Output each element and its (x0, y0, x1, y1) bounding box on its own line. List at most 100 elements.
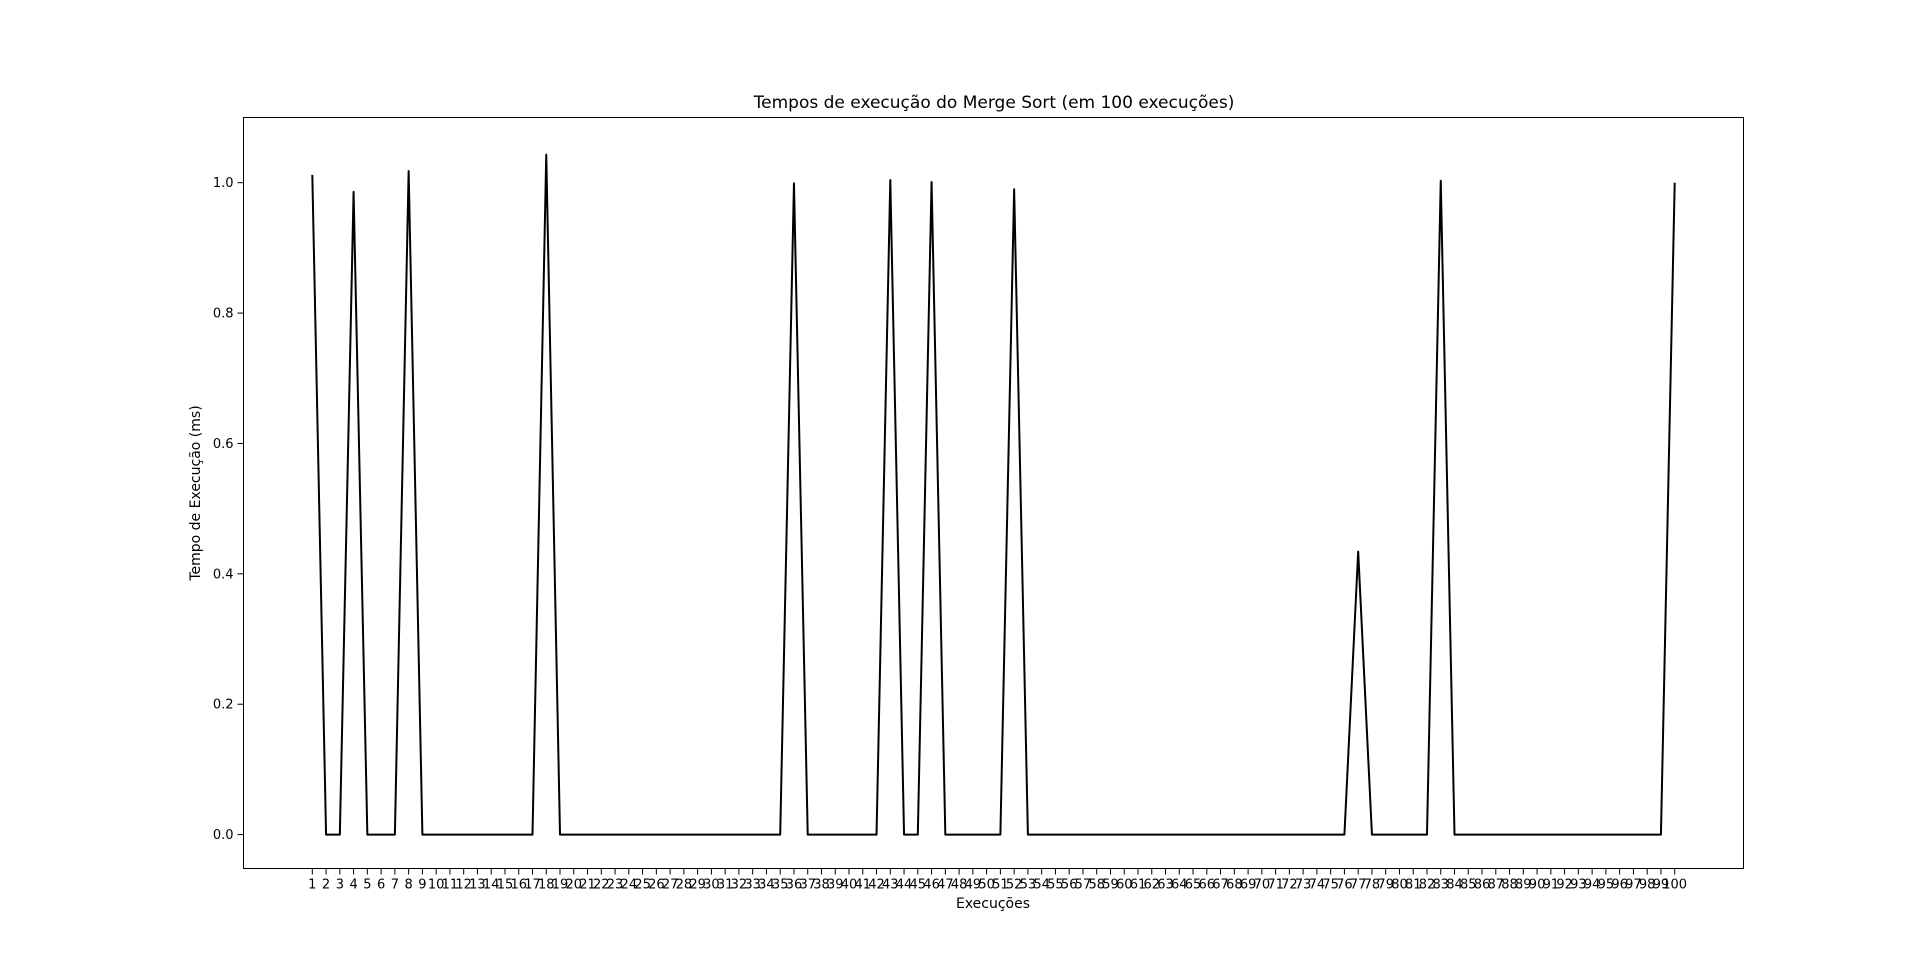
x-tick-label: 45 (910, 878, 927, 893)
x-tick-label: 1 (308, 878, 316, 893)
x-tick-label: 78 (1364, 878, 1381, 893)
x-tick-label: 55 (1047, 878, 1064, 893)
x-tick-label: 67 (1212, 878, 1229, 893)
x-tick-label: 38 (813, 878, 830, 893)
x-tick-label: 65 (1185, 878, 1202, 893)
x-tick-label: 26 (648, 878, 665, 893)
x-tick-label: 77 (1350, 878, 1367, 893)
x-tick-label: 30 (703, 878, 720, 893)
series-line-1 (311, 153, 1676, 836)
x-tick-label: 42 (868, 878, 885, 893)
x-tick-label: 10 (428, 878, 445, 893)
plot-area (311, 153, 1676, 836)
x-tick-label: 100 (1662, 878, 1687, 893)
x-axis: 1 2 3 4 5 6 7 8 9 1011121314151617181920212223242… (308, 868, 1687, 893)
x-tick-label: 70 (1254, 878, 1271, 893)
x-tick-label: 8 (404, 878, 412, 893)
x-tick-label: 75 (1322, 878, 1339, 893)
y-axis: 0.0 0.2 0.4 0.6 0.8 1.0 (213, 176, 244, 843)
x-tick-label: 62 (1143, 878, 1160, 893)
x-tick-label: 87 (1488, 878, 1505, 893)
x-tick-label: 51 (992, 878, 1009, 893)
chart-title: Tempos de execução do Merge Sort (em 100… (753, 93, 1235, 113)
x-tick-label: 25 (634, 878, 651, 893)
x-tick-label: 21 (579, 878, 596, 893)
x-tick-label: 81 (1405, 878, 1422, 893)
x-tick-label: 71 (1267, 878, 1284, 893)
x-tick-label: 49 (965, 878, 982, 893)
x-tick-label: 32 (731, 878, 748, 893)
x-tick-label: 31 (717, 878, 734, 893)
x-tick-label: 29 (689, 878, 706, 893)
x-tick-label: 58 (1088, 878, 1105, 893)
x-tick-label: 27 (662, 878, 679, 893)
y-tick-label: 0.0 (213, 828, 234, 843)
x-tick-label: 52 (1006, 878, 1023, 893)
plot-frame (243, 117, 1744, 869)
x-tick-label: 14 (483, 878, 500, 893)
x-tick-label: 82 (1419, 878, 1436, 893)
x-tick-label: 40 (841, 878, 858, 893)
x-tick-label: 94 (1584, 878, 1601, 893)
x-tick-label: 64 (1171, 878, 1188, 893)
x-tick-label: 47 (937, 878, 954, 893)
x-tick-label: 20 (566, 878, 583, 893)
x-tick-label: 7 (391, 878, 399, 893)
x-tick-label: 44 (896, 878, 913, 893)
x-tick-label: 39 (827, 878, 844, 893)
y-tick-label: 0.6 (213, 437, 234, 452)
x-tick-label: 80 (1391, 878, 1408, 893)
x-tick-label: 24 (621, 878, 638, 893)
x-tick-label: 57 (1075, 878, 1092, 893)
x-tick-label: 69 (1240, 878, 1257, 893)
x-tick-label: 56 (1061, 878, 1078, 893)
x-tick-label: 66 (1199, 878, 1216, 893)
x-tick-label: 37 (799, 878, 816, 893)
x-tick-label: 89 (1515, 878, 1532, 893)
x-tick-label: 13 (469, 878, 486, 893)
x-tick-label: 86 (1474, 878, 1491, 893)
x-tick-label: 74 (1309, 878, 1326, 893)
x-tick-label: 19 (552, 878, 569, 893)
x-tick-label: 84 (1446, 878, 1463, 893)
x-tick-label: 96 (1611, 878, 1628, 893)
y-axis-label: Tempo de Execução (ms) (188, 405, 204, 581)
x-tick-label: 72 (1281, 878, 1298, 893)
x-tick-label: 50 (978, 878, 995, 893)
x-tick-label: 92 (1556, 878, 1573, 893)
x-tick-label: 93 (1570, 878, 1587, 893)
x-tick-label: 90 (1529, 878, 1546, 893)
x-tick-label: 53 (1020, 878, 1037, 893)
x-tick-label: 99 (1653, 878, 1670, 893)
x-tick-label: 68 (1226, 878, 1243, 893)
x-tick-label: 22 (593, 878, 610, 893)
x-tick-label: 36 (786, 878, 803, 893)
x-tick-label: 9 (418, 878, 426, 893)
x-tick-label: 11 (442, 878, 459, 893)
x-tick-label: 35 (772, 878, 789, 893)
x-tick-label: 83 (1432, 878, 1449, 893)
x-tick-label: 41 (854, 878, 871, 893)
y-tick-label: 0.8 (213, 307, 234, 322)
x-tick-label: 79 (1377, 878, 1394, 893)
x-tick-label: 63 (1157, 878, 1174, 893)
x-tick-label: 16 (510, 878, 527, 893)
x-tick-label: 18 (538, 878, 555, 893)
x-tick-label: 85 (1460, 878, 1477, 893)
x-tick-label: 5 (363, 878, 371, 893)
x-tick-label: 61 (1130, 878, 1147, 893)
y-tick-label: 0.2 (213, 698, 234, 713)
x-tick-label: 17 (524, 878, 541, 893)
x-tick-label: 3 (336, 878, 344, 893)
x-tick-label: 28 (676, 878, 693, 893)
x-tick-label: 12 (455, 878, 472, 893)
x-tick-label: 59 (1102, 878, 1119, 893)
x-tick-label: 15 (497, 878, 514, 893)
x-tick-label: 88 (1501, 878, 1518, 893)
x-tick-label: 6 (377, 878, 385, 893)
x-tick-label: 97 (1625, 878, 1642, 893)
y-tick-label: 0.4 (213, 567, 234, 582)
y-tick-label: 1.0 (213, 176, 234, 191)
x-tick-label: 46 (923, 878, 940, 893)
